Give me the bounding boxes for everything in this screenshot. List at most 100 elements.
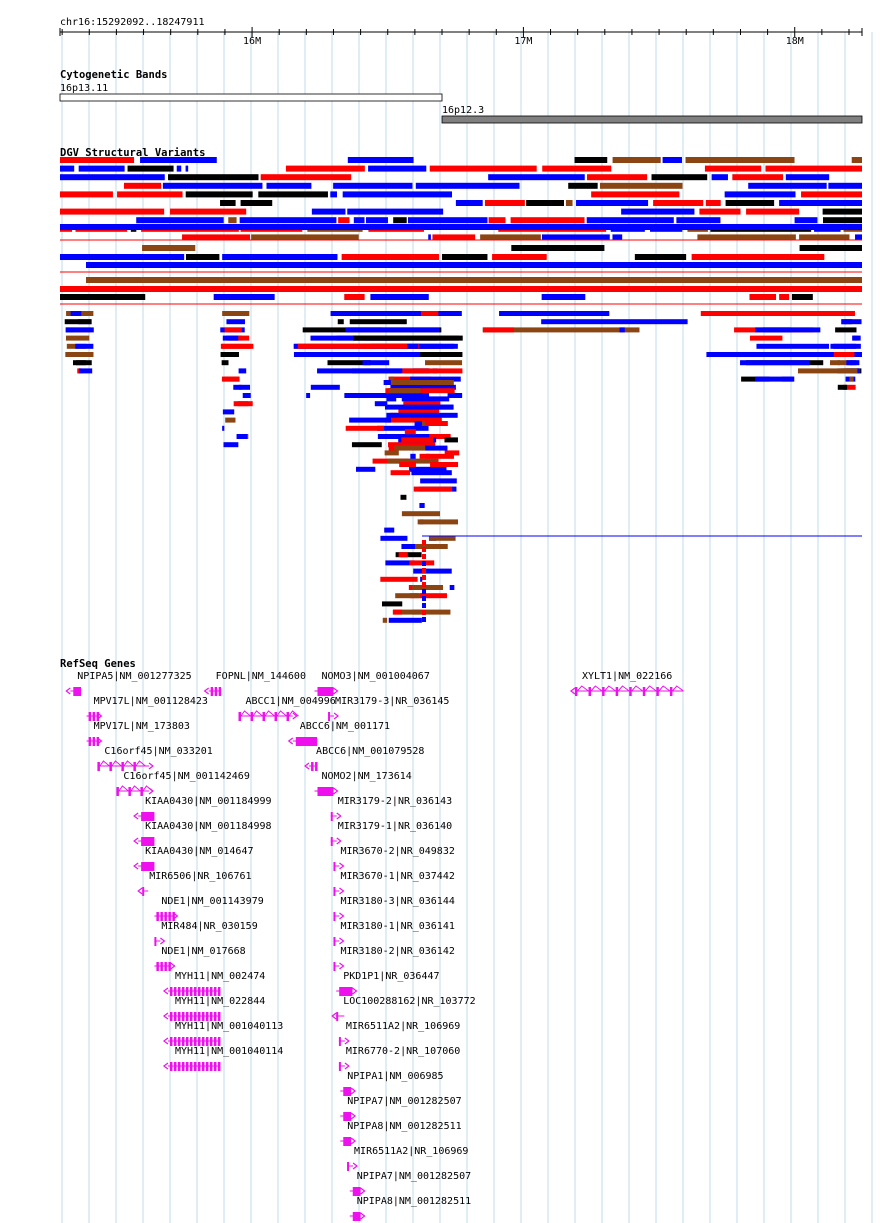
dgv-variant[interactable] — [830, 360, 840, 366]
dgv-variant[interactable] — [409, 466, 447, 472]
dgv-variant[interactable] — [352, 368, 430, 374]
dgv-variant[interactable] — [429, 434, 451, 439]
dgv-variant[interactable] — [619, 327, 625, 333]
dgv-variant[interactable] — [387, 458, 439, 464]
dgv-variant[interactable] — [381, 601, 403, 607]
dgv-variant[interactable] — [414, 421, 422, 426]
dgv-variant[interactable] — [412, 609, 451, 615]
dgv-variant[interactable] — [86, 277, 862, 283]
gene[interactable]: ABCC6|NM_001171 — [287, 721, 390, 746]
dgv-variant[interactable] — [407, 217, 488, 224]
dgv-variant[interactable] — [306, 393, 311, 398]
dgv-variant[interactable] — [388, 617, 422, 623]
dgv-variant[interactable] — [422, 540, 426, 545]
dgv-variant[interactable] — [413, 568, 452, 574]
dgv-variant[interactable] — [338, 217, 350, 224]
dgv-variant[interactable] — [850, 360, 857, 366]
dgv-variant[interactable] — [222, 409, 235, 415]
dgv-variant[interactable] — [368, 165, 427, 172]
gene[interactable]: NOMO2|NM_173614 — [314, 771, 412, 796]
dgv-variant[interactable] — [484, 200, 525, 206]
dgv-variant[interactable] — [388, 445, 398, 451]
dgv-variant[interactable] — [86, 262, 862, 268]
dgv-variant[interactable] — [136, 217, 224, 224]
dgv-variant[interactable] — [621, 208, 695, 215]
dgv-variant[interactable] — [526, 200, 564, 206]
dgv-variant[interactable] — [394, 445, 426, 451]
dgv-variant[interactable] — [422, 568, 426, 573]
dgv-variant[interactable] — [756, 343, 830, 349]
dgv-variant[interactable] — [65, 327, 94, 333]
gene[interactable]: MIR3670-1|NR_037442 — [333, 871, 455, 896]
dgv-variant[interactable] — [251, 234, 359, 241]
dgv-variant[interactable] — [422, 575, 426, 580]
dgv-variant[interactable] — [732, 174, 784, 181]
dgv-variant[interactable] — [855, 234, 862, 241]
dgv-variant[interactable] — [822, 208, 862, 215]
gene[interactable]: MIR484|NR_030159 — [154, 921, 258, 946]
dgv-variant[interactable] — [170, 208, 247, 215]
dgv-variant[interactable] — [390, 384, 421, 390]
dgv-variant[interactable] — [429, 165, 537, 172]
dgv-variant[interactable] — [347, 208, 444, 215]
dgv-variant[interactable] — [185, 191, 253, 198]
gene[interactable]: MIR6770-2|NR_107060 — [338, 1046, 460, 1071]
dgv-variant[interactable] — [347, 157, 414, 163]
dgv-variant[interactable] — [238, 368, 247, 374]
dgv-variant[interactable] — [65, 327, 75, 333]
gene[interactable]: ABCC6|NM_001079528 — [304, 746, 424, 771]
dgv-variant[interactable] — [389, 527, 395, 533]
dgv-variant[interactable] — [402, 368, 463, 374]
dgv-variant[interactable] — [511, 245, 605, 251]
dgv-variant[interactable] — [65, 335, 90, 341]
dgv-variant[interactable] — [123, 182, 162, 189]
gene[interactable]: MPV17L|NM_173803 — [86, 721, 190, 746]
dgv-variant[interactable] — [488, 217, 506, 224]
dgv-features[interactable] — [60, 157, 862, 623]
dgv-variant[interactable] — [662, 157, 682, 163]
dgv-variant[interactable] — [429, 535, 456, 541]
gene[interactable]: NPIPA7|NM_001282507 — [349, 1171, 471, 1196]
dgv-variant[interactable] — [380, 535, 408, 541]
gene[interactable]: NPIPA5|NM_001277325 — [65, 671, 192, 696]
dgv-variant[interactable] — [697, 234, 796, 241]
gene[interactable]: MIR3179-3|NR_036145 — [328, 696, 449, 721]
dgv-variant[interactable] — [341, 254, 439, 260]
dgv-variant[interactable] — [242, 393, 251, 398]
dgv-variant[interactable] — [60, 191, 113, 198]
dgv-variant[interactable] — [237, 401, 253, 407]
dgv-variant[interactable] — [399, 462, 416, 467]
dgv-variant[interactable] — [799, 234, 850, 241]
gene[interactable]: NOMO3|NM_001004067 — [314, 671, 430, 696]
dgv-variant[interactable] — [78, 368, 82, 374]
dgv-variant[interactable] — [410, 376, 461, 382]
dgv-variant[interactable] — [75, 343, 94, 349]
gene[interactable]: KIAA0430|NM_001184998 — [133, 821, 272, 846]
dgv-variant[interactable] — [483, 327, 515, 333]
gene[interactable]: KIAA0430|NM_001184999 — [133, 796, 272, 821]
dgv-variant[interactable] — [419, 421, 428, 426]
refseq-track[interactable]: RefSeq Genes NPIPA5|NM_001277325 FOPNL|NM… — [60, 658, 684, 1221]
gene[interactable]: NPIPA8|NM_001282511 — [340, 1121, 462, 1146]
dgv-variant[interactable] — [226, 335, 239, 341]
dgv-variant[interactable] — [386, 412, 458, 418]
dgv-variant[interactable] — [64, 319, 92, 325]
dgv-variant[interactable] — [77, 368, 80, 374]
dgv-variant[interactable] — [576, 200, 649, 206]
dgv-variant[interactable] — [168, 174, 259, 181]
dgv-variant[interactable] — [482, 327, 640, 333]
dgv-variant[interactable] — [185, 165, 189, 172]
dgv-variant[interactable] — [762, 327, 791, 333]
gene[interactable]: LOC100288162|NR_103772 — [331, 996, 476, 1021]
dgv-variant[interactable] — [400, 494, 407, 500]
dgv-variant[interactable] — [239, 217, 337, 224]
dgv-variant[interactable] — [841, 319, 862, 325]
dgv-variant[interactable] — [724, 191, 796, 198]
cytoband[interactable] — [59, 93, 443, 102]
dgv-variant[interactable] — [380, 576, 418, 582]
dgv-variant[interactable] — [162, 182, 263, 189]
gene[interactable]: MIR6506|NR_106761 — [137, 871, 252, 896]
dgv-variant[interactable] — [127, 165, 174, 172]
gene[interactable]: MYH11|NM_002474 — [162, 971, 265, 996]
dgv-variant[interactable] — [409, 560, 435, 566]
